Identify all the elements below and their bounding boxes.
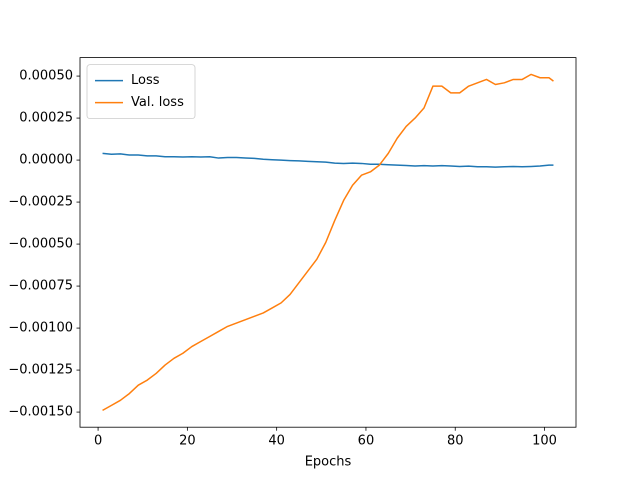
x-tick-label: 60 — [358, 434, 375, 449]
x-tick-label: 20 — [179, 434, 196, 449]
y-tick-label: −0.00125 — [8, 363, 73, 378]
x-tick-label: 100 — [532, 434, 557, 449]
x-axis-label: Epochs — [305, 455, 352, 470]
y-tick-label: −0.00075 — [8, 279, 73, 294]
line-series — [102, 152, 554, 168]
x-tick-label: 0 — [94, 434, 102, 449]
x-tick-label: 80 — [447, 434, 464, 449]
line-series — [102, 73, 554, 412]
y-tick-label: −0.00025 — [8, 195, 73, 210]
x-tick-label: 40 — [268, 434, 285, 449]
y-tick-label: −0.00100 — [8, 321, 73, 336]
legend-label: Val. loss — [131, 95, 184, 110]
plot-frame — [79, 57, 577, 428]
y-tick-label: 0.00050 — [19, 69, 73, 84]
legend-label: Loss — [131, 73, 160, 88]
y-tick-label: −0.00050 — [8, 237, 73, 252]
y-tick-label: −0.00150 — [8, 405, 73, 420]
y-tick-label: 0.00000 — [19, 153, 73, 168]
y-tick-label: 0.00025 — [19, 111, 73, 126]
legend-box — [86, 64, 196, 119]
